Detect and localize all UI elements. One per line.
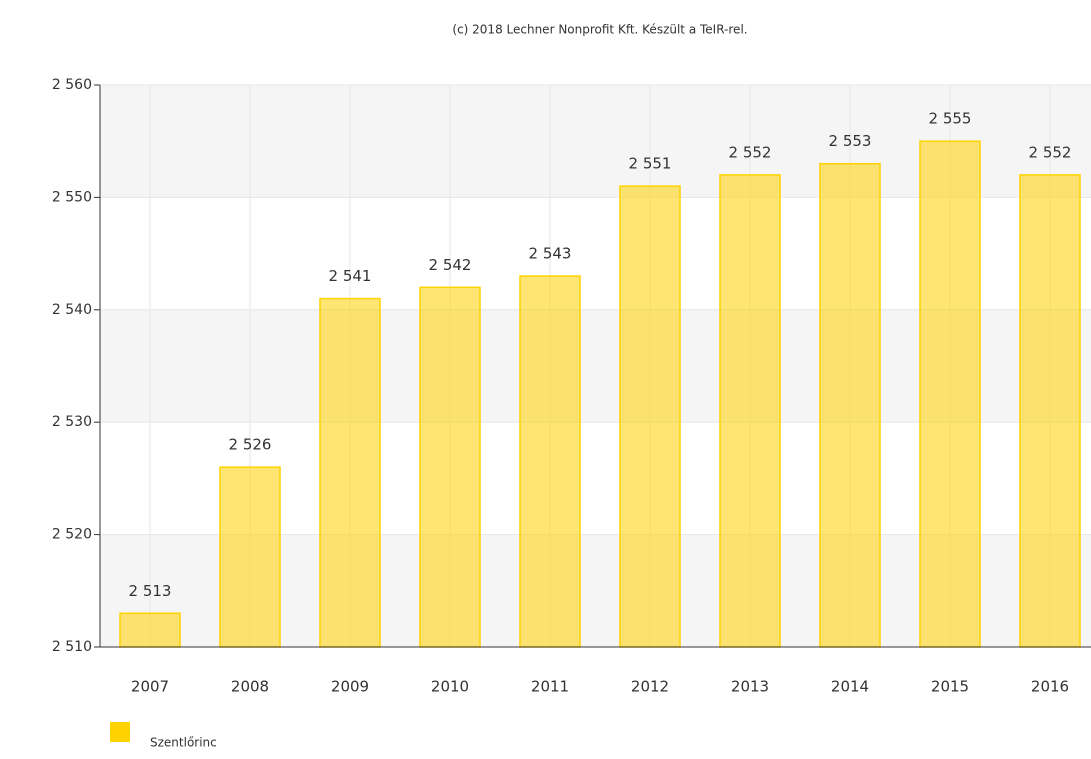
y-tick-label: 2 510 (52, 639, 92, 655)
data-label: 2 526 (229, 436, 272, 454)
bar (719, 174, 781, 648)
data-label: 2 552 (729, 143, 772, 161)
x-tick-label: 2008 (231, 678, 269, 696)
bar (219, 466, 281, 648)
bar (119, 612, 181, 648)
credit: (c) 2018 Lechner Nonprofit Kft. Készült … (452, 23, 747, 37)
bar (919, 140, 981, 648)
data-label: 2 555 (929, 110, 972, 128)
x-tick-label: 2007 (131, 678, 169, 696)
data-label: 2 541 (329, 267, 372, 285)
y-tick-label: 2 540 (52, 302, 92, 318)
x-tick-label: 2016 (1031, 678, 1069, 696)
data-label: 2 542 (429, 256, 472, 274)
x-tick-label: 2013 (731, 678, 769, 696)
data-label: 2 553 (829, 132, 872, 150)
y-tick-label: 2 550 (52, 189, 92, 205)
bar (419, 286, 481, 648)
data-label: 2 551 (629, 155, 672, 173)
bar (519, 275, 581, 648)
y-tick-label: 2 560 (52, 77, 92, 93)
legend-swatch (110, 722, 130, 742)
data-label: 2 513 (129, 582, 172, 600)
bar (819, 162, 881, 648)
x-tick-label: 2015 (931, 678, 969, 696)
x-tick-label: 2009 (331, 678, 369, 696)
x-tick-label: 2014 (831, 678, 869, 696)
x-tick-label: 2010 (431, 678, 469, 696)
y-tick-label: 2 520 (52, 527, 92, 543)
bar (319, 297, 381, 648)
data-label: 2 543 (529, 245, 572, 263)
data-label: 2 552 (1029, 143, 1072, 161)
x-tick-label: 2011 (531, 678, 569, 696)
bar (1019, 174, 1081, 648)
y-tick-label: 2 530 (52, 414, 92, 430)
bar (619, 185, 681, 648)
x-tick-label: 2012 (631, 678, 669, 696)
legend-label: Szentlőrinc (150, 736, 217, 750)
